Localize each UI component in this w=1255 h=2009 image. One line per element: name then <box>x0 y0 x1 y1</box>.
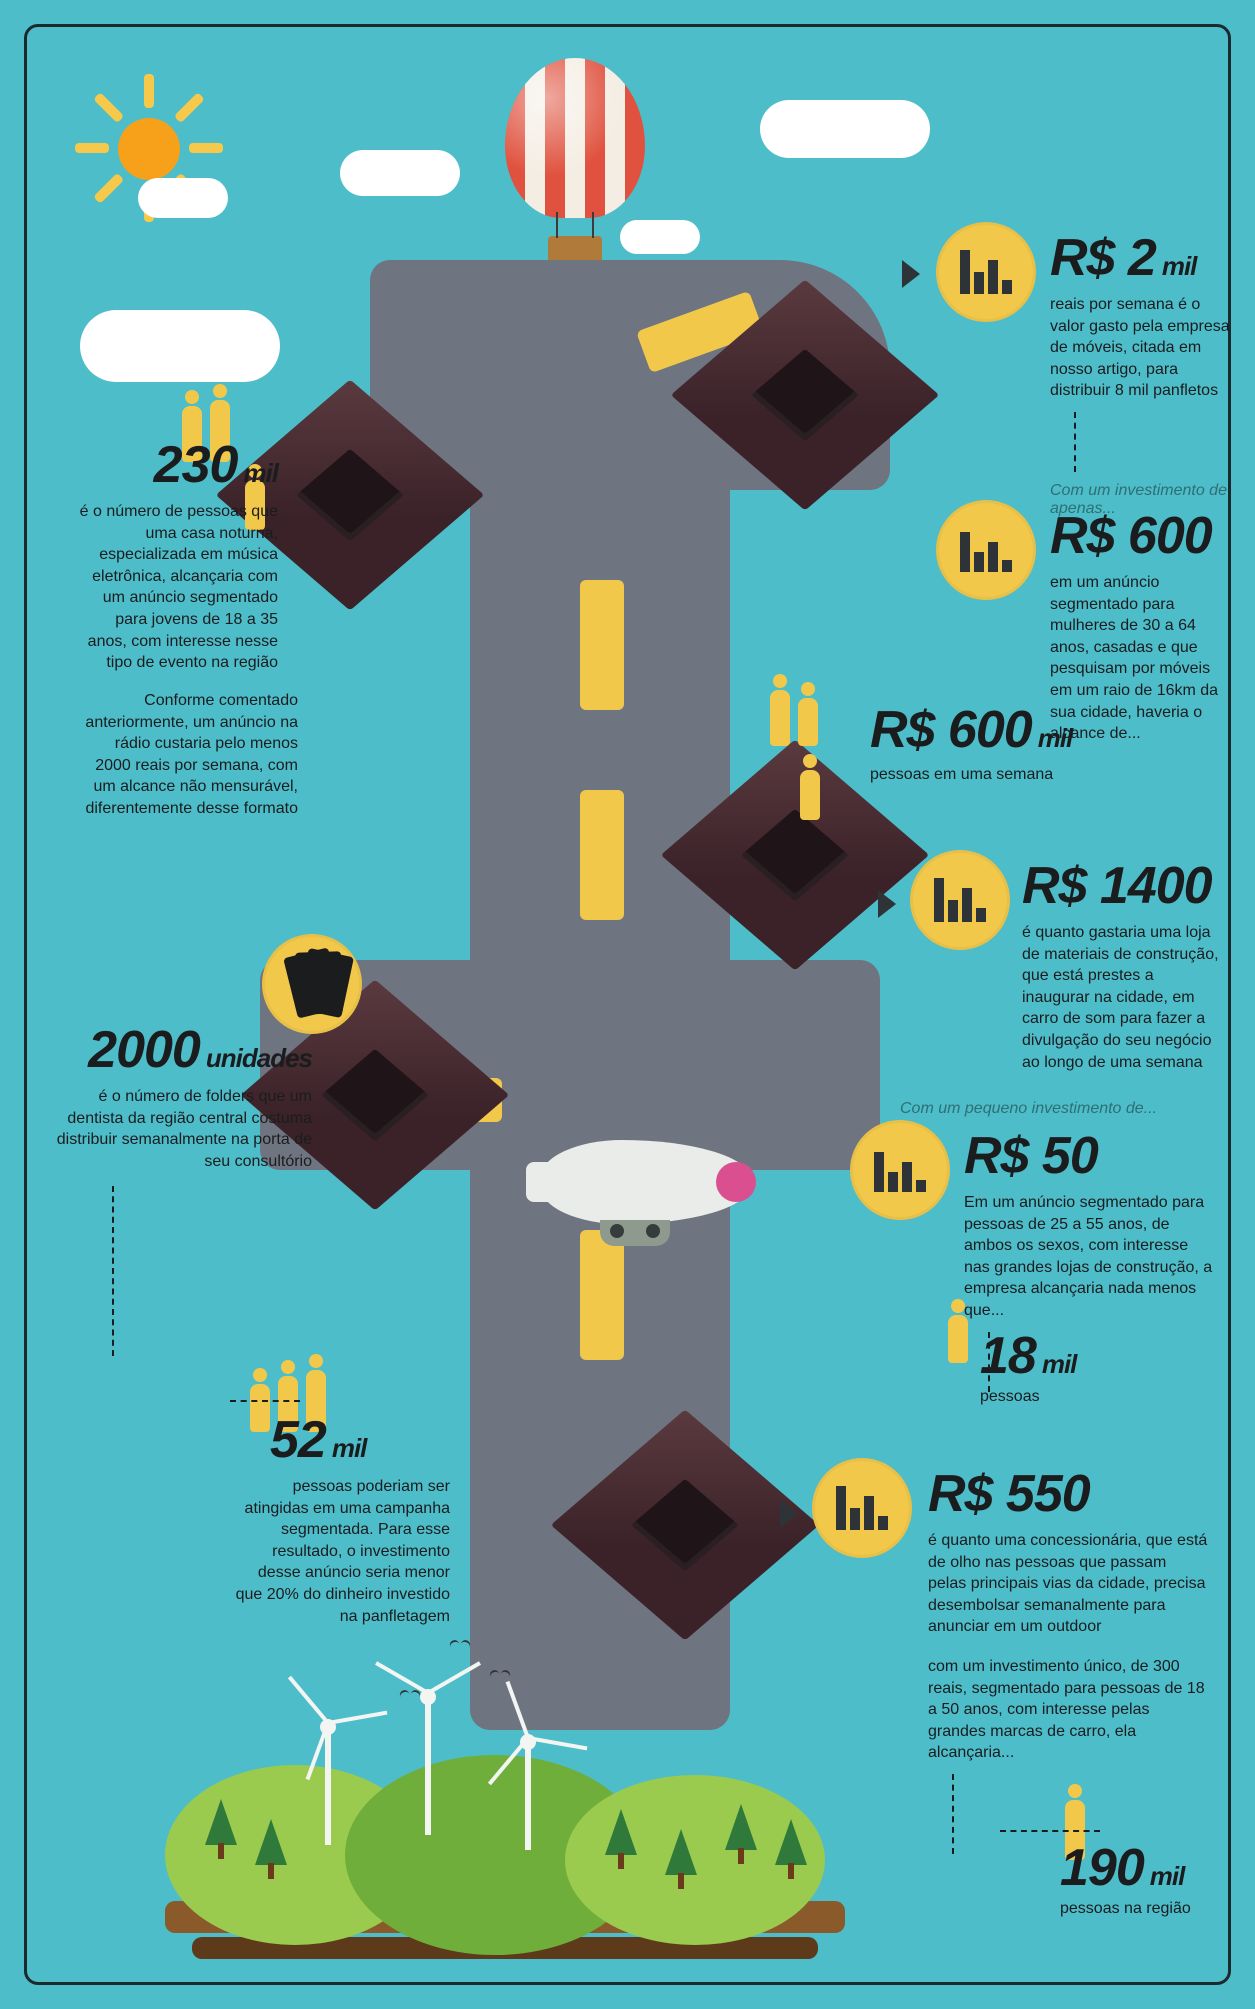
stat-unit: mil <box>332 1433 367 1463</box>
bird-icon <box>400 1690 420 1700</box>
stat-note: com um investimento único, de 300 reais,… <box>928 1656 1208 1764</box>
bars-badge-icon <box>850 1120 950 1220</box>
stat-unit: unidades <box>206 1043 312 1073</box>
stat-body: é o número de folders que um dentista da… <box>52 1086 312 1172</box>
stat-value: R$ 550 <box>928 1465 1090 1523</box>
stat-dentist: 2000unidades é o número de folders que u… <box>52 1020 312 1356</box>
stat-body: reais por semana é o valor gasto pela em… <box>1050 294 1230 402</box>
cloud-icon <box>760 100 930 158</box>
stat-value: 190 <box>1060 1839 1144 1897</box>
stat-constr: R$ 1400 é quanto gastaria uma loja de ma… <box>1022 856 1222 1073</box>
arrow-right-icon <box>780 1500 798 1528</box>
stat-final190: 190mil pessoas na região <box>1000 1830 1200 1920</box>
link-text: Com um pequeno investimento de... <box>900 1100 1200 1118</box>
stat-value: R$ 2 <box>1050 229 1156 287</box>
stat-unit: mil <box>1150 1861 1185 1891</box>
stat-value: 52 <box>270 1411 326 1469</box>
stat-body: Em um anúncio segmentado para pessoas de… <box>964 1192 1214 1322</box>
stat-value: R$ 1400 <box>1022 857 1212 915</box>
stat-value: R$ 50 <box>964 1127 1098 1185</box>
stat-value: 230 <box>154 436 238 494</box>
bars-badge-icon <box>936 222 1036 322</box>
stat-eighteen: 18mil pessoas <box>980 1326 1180 1408</box>
stat-reach600: R$ 600mil pessoas em uma semana <box>870 700 1170 786</box>
building-icon <box>710 300 900 490</box>
building-icon <box>590 1430 780 1620</box>
lane-marker <box>580 1230 624 1360</box>
arrow-right-icon <box>878 890 896 918</box>
cloud-icon <box>80 310 280 382</box>
stat-unit: mil <box>1038 723 1073 753</box>
radio-note: Conforme comentado anteriormente, um anú… <box>78 690 298 820</box>
bars-badge-icon <box>936 500 1036 600</box>
stat-body: pessoas <box>980 1386 1180 1408</box>
stat-body: é quanto uma concessionária, que está de… <box>928 1530 1208 1638</box>
stat-moveis: R$ 2mil reais por semana é o valor gasto… <box>1050 228 1230 518</box>
stat-unit: mil <box>1162 251 1197 281</box>
stat-body: pessoas na região <box>1060 1898 1200 1920</box>
stat-nightclub: 230mil é o número de pessoas que uma cas… <box>78 435 278 674</box>
stat-outdoor: R$ 550 é quanto uma concessionária, que … <box>928 1464 1208 1864</box>
stat-body: pessoas em uma semana <box>870 764 1170 786</box>
building-icon <box>700 760 890 950</box>
stat-campaign: 52mil pessoas poderiam ser atingidas em … <box>230 1400 450 1627</box>
stat-value: R$ 600 <box>870 701 1032 759</box>
stat-value: R$ 600 <box>1050 507 1212 565</box>
sun-icon <box>78 78 218 218</box>
people-icon <box>800 770 820 820</box>
cloud-icon <box>340 150 460 196</box>
stat-value: 2000 <box>88 1021 200 1079</box>
stat-body: pessoas poderiam ser atingidas em uma ca… <box>230 1476 450 1627</box>
blimp-icon <box>540 1140 750 1224</box>
lane-marker <box>580 790 624 920</box>
folders-badge-icon <box>262 934 362 1034</box>
people-icon <box>770 690 818 746</box>
bars-badge-icon <box>812 1458 912 1558</box>
infographic-canvas: 230mil é o número de pessoas que uma cas… <box>0 0 1255 2009</box>
cloud-icon <box>620 220 700 254</box>
lane-marker <box>580 580 624 710</box>
bird-icon <box>490 1670 510 1680</box>
stat-value: 18 <box>980 1327 1036 1385</box>
landscape <box>165 1715 845 1959</box>
arrow-right-icon <box>902 260 920 288</box>
stat-body: é quanto gastaria uma loja de materiais … <box>1022 922 1222 1073</box>
stat-unit: mil <box>243 458 278 488</box>
bird-icon <box>450 1640 470 1650</box>
stat-body: é o número de pessoas que uma casa notur… <box>78 501 278 674</box>
stat-unit: mil <box>1042 1349 1077 1379</box>
building-icon <box>255 400 445 590</box>
bars-badge-icon <box>910 850 1010 950</box>
